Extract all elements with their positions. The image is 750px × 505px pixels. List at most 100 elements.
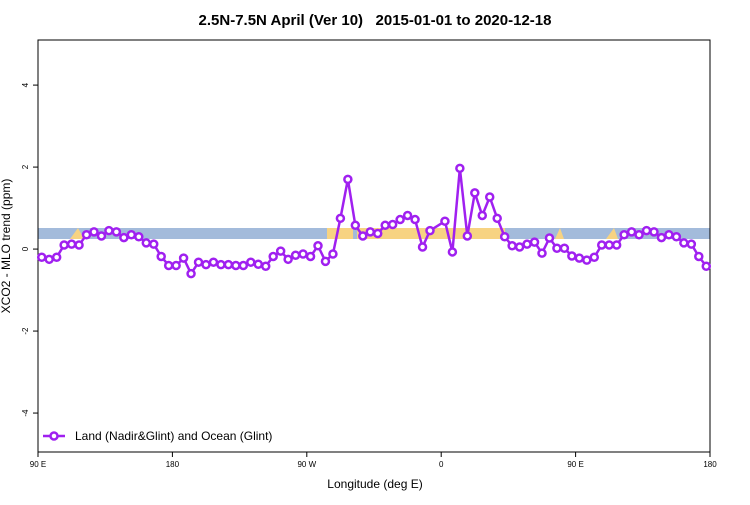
x-tick-label: 90 W [297,460,316,469]
point [328,249,338,259]
point [701,261,712,272]
point [89,227,99,237]
point [59,240,69,250]
point [470,188,480,198]
point [81,229,92,240]
point [679,238,689,248]
land-band [327,228,353,239]
point [596,240,607,250]
land-band [555,228,564,239]
point [387,219,398,230]
x-tick-label: 90 E [30,460,46,469]
point [238,260,249,271]
point [186,268,196,279]
x-tick-label: 180 [166,460,180,469]
x-tick-label: 180 [703,460,717,469]
point [447,247,458,257]
point [141,238,152,248]
point [275,246,286,256]
point [514,242,525,252]
point [425,225,435,236]
point [66,239,77,249]
point [649,227,659,237]
x-tick-label: 90 E [567,460,583,469]
point [477,210,488,221]
point [626,227,637,237]
y-tick-label: 4 [21,82,30,87]
land-band [606,228,618,239]
point [417,242,428,252]
point [148,239,159,249]
point [671,232,682,242]
point [104,225,114,236]
land-band [70,228,84,239]
point [544,233,555,243]
plot-frame [37,39,711,453]
point [51,252,62,263]
point [604,240,614,250]
x-axis-label: Longitude (deg E) [327,477,422,491]
point [163,260,174,271]
y-tick-label: 0 [21,246,30,251]
point [320,256,331,267]
legend-marker [49,431,59,441]
chart-title: 2.5N-7.5N April (Ver 10) 2015-01-01 to 2… [199,12,552,29]
point [380,220,390,231]
point [268,251,278,262]
point [253,259,264,269]
point [402,210,413,221]
point [305,251,316,262]
point [395,214,405,225]
point [522,239,532,249]
point [410,214,420,225]
point [313,241,323,251]
point [335,213,346,224]
point [559,243,570,254]
point [74,240,84,250]
point [372,228,383,239]
point [582,255,592,265]
point [343,174,353,185]
point [216,259,226,270]
point [619,229,629,240]
point [567,251,577,261]
y-axis-label: XCO2 - MLO trend (ppm) [0,179,13,314]
point [119,232,129,243]
point [440,216,450,226]
point [455,163,465,174]
series-line [41,168,708,277]
point [507,241,517,251]
y-tick-label: 2 [21,164,30,169]
point [231,260,241,271]
point [656,232,667,243]
point [484,192,495,202]
point [201,259,211,270]
point [358,231,368,241]
point [178,253,189,263]
point [492,213,502,224]
point [298,249,308,259]
point [111,227,122,237]
point [350,220,361,231]
point [499,232,510,242]
point [537,248,547,258]
point [44,254,54,265]
legend-label: Land (Nadir&Glint) and Ocean (Glint) [75,429,272,443]
y-tick-label: -2 [21,327,30,335]
point [462,231,473,241]
point [611,240,622,250]
point [574,253,585,263]
point [126,229,137,240]
point [96,231,107,241]
x-tick-label: 0 [439,460,444,469]
point [589,252,600,263]
point [365,227,376,237]
point [246,257,256,267]
point [283,254,293,265]
point [641,225,652,236]
point [694,251,704,262]
point [36,252,47,263]
point [686,239,697,249]
point [664,229,674,240]
